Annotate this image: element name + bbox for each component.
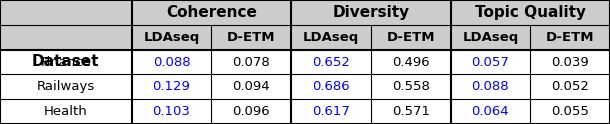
Text: Topic Quality: Topic Quality: [475, 5, 586, 20]
Text: 0.096: 0.096: [232, 105, 270, 118]
Text: 0.052: 0.052: [551, 80, 589, 93]
Text: 0.558: 0.558: [392, 80, 429, 93]
Text: D-ETM: D-ETM: [546, 31, 594, 44]
Text: 0.571: 0.571: [392, 105, 429, 118]
Text: Dataset: Dataset: [32, 55, 99, 69]
Bar: [0, 99, 610, 124]
Text: 0.094: 0.094: [232, 80, 270, 93]
Text: 0.055: 0.055: [551, 105, 589, 118]
Text: D-ETM: D-ETM: [227, 31, 276, 44]
Text: Finance: Finance: [40, 56, 92, 68]
Text: LDAseq: LDAseq: [303, 31, 359, 44]
Text: 0.652: 0.652: [312, 56, 350, 68]
Bar: [0, 74, 610, 99]
Bar: [0, 50, 610, 74]
Text: 0.064: 0.064: [472, 105, 509, 118]
Text: 0.078: 0.078: [232, 56, 270, 68]
Text: LDAseq: LDAseq: [143, 31, 199, 44]
Text: 0.129: 0.129: [152, 80, 190, 93]
Text: 0.057: 0.057: [472, 56, 509, 68]
Text: 0.039: 0.039: [551, 56, 589, 68]
Text: 0.088: 0.088: [472, 80, 509, 93]
Text: Railways: Railways: [37, 80, 95, 93]
Text: Diversity: Diversity: [332, 5, 409, 20]
Text: Health: Health: [44, 105, 88, 118]
Bar: [0, 0, 610, 25]
Text: LDAseq: LDAseq: [462, 31, 518, 44]
Bar: [0, 25, 610, 50]
Text: 0.103: 0.103: [152, 105, 190, 118]
Text: 0.496: 0.496: [392, 56, 429, 68]
Text: D-ETM: D-ETM: [386, 31, 435, 44]
Text: 0.686: 0.686: [312, 80, 350, 93]
Text: 0.617: 0.617: [312, 105, 350, 118]
Text: Coherence: Coherence: [166, 5, 257, 20]
Text: 0.088: 0.088: [152, 56, 190, 68]
